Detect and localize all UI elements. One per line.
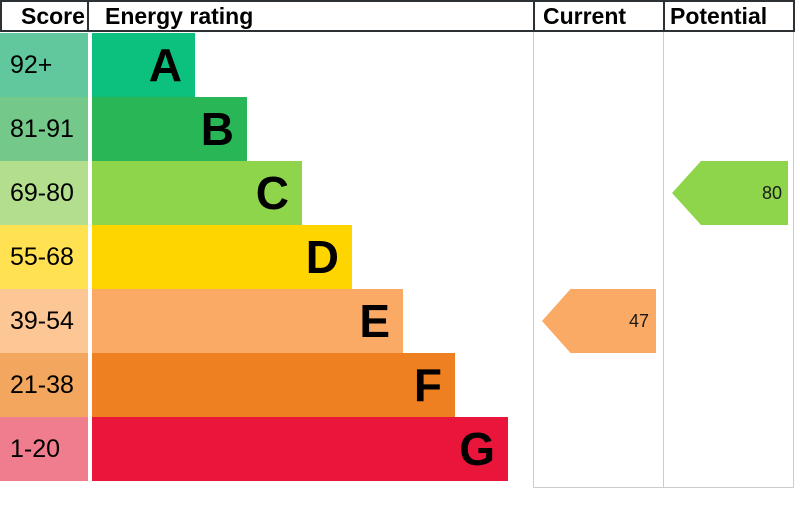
current-arrow: 47 [542, 289, 656, 353]
header-score: Score [21, 3, 85, 29]
band-row-B: 81-91 B [0, 97, 508, 161]
band-row-C: 69-80 C [0, 161, 508, 225]
score-range-G: 1-20 [0, 417, 88, 481]
rating-bar-G: G [92, 417, 508, 481]
band-row-D: 55-68 D [0, 225, 508, 289]
score-range-E: 39-54 [0, 289, 88, 353]
band-row-A: 92+ A [0, 33, 508, 97]
grid-line-right-edge [793, 32, 794, 488]
score-range-A: 92+ [0, 33, 88, 97]
band-row-F: 21-38 F [0, 353, 508, 417]
rating-bar-C: C [92, 161, 302, 225]
potential-value: 80 [761, 182, 782, 203]
score-range-C: 69-80 [0, 161, 88, 225]
score-range-F: 21-38 [0, 353, 88, 417]
header-divider-score [87, 2, 89, 30]
header-divider-potential [663, 2, 665, 30]
rating-bar-A: A [92, 33, 195, 97]
band-rows: 92+ A 81-91 B 69-80 C 55-68 D 39-54 E 21-38 F 1-20 G [0, 33, 508, 481]
score-range-B: 81-91 [0, 97, 88, 161]
potential-arrow: 80 [672, 161, 788, 225]
band-row-G: 1-20 G [0, 417, 508, 481]
rating-bar-F: F [92, 353, 455, 417]
header-current: Current [543, 3, 627, 29]
band-row-E: 39-54 E [0, 289, 508, 353]
score-range-D: 55-68 [0, 225, 88, 289]
rating-bar-E: E [92, 289, 403, 353]
header-energy-rating: Energy rating [105, 3, 254, 29]
rating-bar-D: D [92, 225, 352, 289]
chart-header: Score Energy rating Current Potential [0, 0, 795, 32]
grid-line-potential-left [663, 32, 664, 488]
current-value: 47 [628, 310, 649, 331]
header-divider-current [533, 2, 535, 30]
grid-line-current-left [533, 32, 534, 488]
header-potential: Potential [670, 3, 768, 29]
rating-bar-B: B [92, 97, 247, 161]
grid-line-bottom [533, 487, 794, 488]
